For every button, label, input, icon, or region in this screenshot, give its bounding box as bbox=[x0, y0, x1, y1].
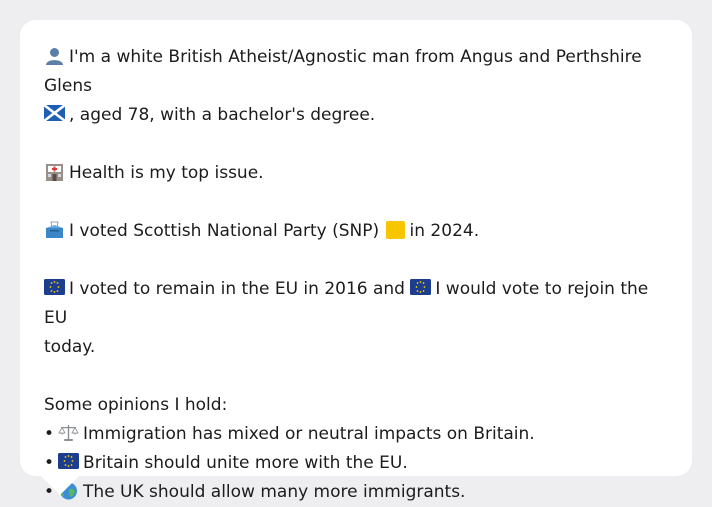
health-paragraph: Health is my top issue. bbox=[44, 159, 668, 188]
profile-paragraph: I'm a white British Atheist/Agnostic man… bbox=[44, 43, 668, 130]
persona-card: I'm a white British Atheist/Agnostic man… bbox=[20, 20, 692, 502]
opinions-section: Some opinions I hold: • Immigration has … bbox=[44, 391, 668, 507]
opinion-text: The UK should allow many more immigrants… bbox=[83, 482, 466, 502]
health-text: Health is my top issue. bbox=[69, 163, 264, 183]
balance-scale-icon bbox=[58, 424, 79, 442]
speech-bubble-tail bbox=[40, 475, 80, 495]
eu-flag-icon bbox=[410, 279, 432, 297]
eu-flag-icon bbox=[58, 453, 80, 471]
opinion-text: Immigration has mixed or neutral impacts… bbox=[83, 424, 535, 444]
opinions-heading: Some opinions I hold: bbox=[44, 395, 228, 415]
person-icon bbox=[44, 47, 65, 65]
opinion-item: • The UK should allow many more immigran… bbox=[44, 478, 668, 507]
scotland-flag-icon bbox=[44, 105, 65, 123]
profile-text-start: I'm a white British Atheist/Agnostic man… bbox=[44, 47, 642, 96]
opinion-text: Britain should unite more with the EU. bbox=[83, 453, 408, 473]
yellow-square-icon bbox=[385, 221, 406, 239]
eu-text-start: I voted to remain in the EU in 2016 and bbox=[69, 279, 405, 299]
vote-2024-paragraph: I voted Scottish National Party (SNP) in… bbox=[44, 217, 668, 246]
eu-text-end: I would vote to rejoin the EU bbox=[44, 279, 649, 328]
bullet-dot: • bbox=[44, 453, 55, 473]
profile-text-end: , aged 78, with a bachelor's degree. bbox=[69, 105, 376, 125]
ballot-box-icon bbox=[44, 221, 65, 239]
opinion-item: • Britain should unite more with the EU. bbox=[44, 449, 668, 478]
eu-text-tail: today. bbox=[44, 337, 96, 357]
opinion-item: • Immigration has mixed or neutral impac… bbox=[44, 420, 668, 449]
hospital-icon bbox=[44, 163, 65, 181]
vote-2024-text-end: in 2024. bbox=[409, 221, 480, 241]
bullet-dot: • bbox=[44, 424, 55, 444]
vote-2024-text-start: I voted Scottish National Party (SNP) bbox=[69, 221, 380, 241]
eu-paragraph: I voted to remain in the EU in 2016 and … bbox=[44, 275, 668, 362]
eu-flag-icon bbox=[44, 279, 65, 297]
